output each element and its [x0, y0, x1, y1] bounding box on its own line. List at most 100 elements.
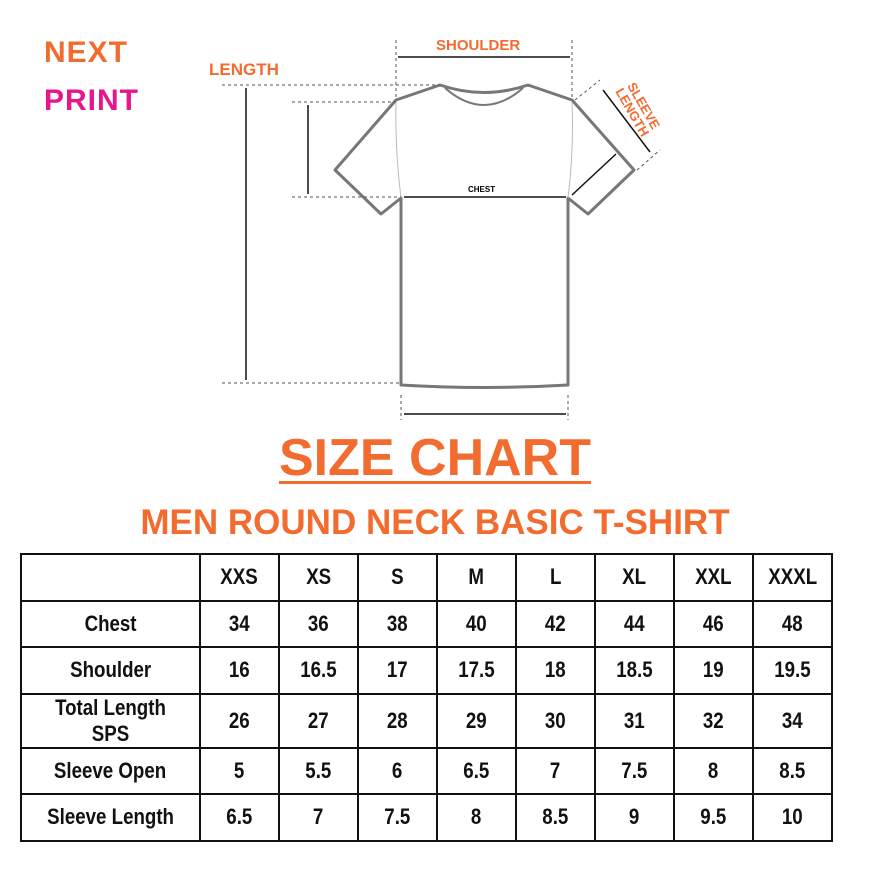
row-label: Total Length SPS — [20, 692, 201, 749]
cell-text: 46 — [703, 610, 724, 636]
cell-text: 31 — [624, 707, 645, 733]
cell-text: 48 — [782, 610, 803, 636]
table-cell: 19 — [673, 646, 754, 695]
table-cell: 34 — [752, 692, 833, 749]
length-label: LENGTH — [209, 60, 279, 79]
header-cell: S — [357, 553, 438, 602]
table-cell: 29 — [436, 692, 517, 749]
table-cell: 6.5 — [436, 746, 517, 795]
product-subtitle: MEN ROUND NECK BASIC T-SHIRT — [140, 503, 730, 542]
shoulder-label: SHOULDER — [436, 37, 521, 54]
header-cell: XXL — [673, 553, 754, 602]
table-cell: 16.5 — [278, 646, 359, 695]
table-cell: 8 — [673, 746, 754, 795]
cell-text: 8.5 — [542, 804, 569, 830]
table-cell: 38 — [357, 599, 438, 648]
cell-text: 27 — [308, 707, 329, 733]
table-cell: 5 — [199, 746, 280, 795]
row-label: Chest — [20, 599, 201, 648]
cell-text: M — [468, 564, 485, 590]
cell-text: 18 — [545, 657, 566, 683]
cell-text: 16 — [229, 657, 250, 683]
cell-text: 36 — [308, 610, 329, 636]
cell-text: XXS — [220, 564, 259, 590]
page-title: SIZE CHART — [279, 429, 591, 487]
table-cell: 44 — [594, 599, 675, 648]
table-cell: 9.5 — [673, 793, 754, 842]
cell-text: 17 — [387, 657, 408, 683]
table-cell: 7.5 — [594, 746, 675, 795]
header-cell: XXS — [199, 553, 280, 602]
cell-text: XXL — [695, 564, 732, 590]
cell-text: 17.5 — [458, 657, 495, 683]
table-cell: 18.5 — [594, 646, 675, 695]
header-cell: L — [515, 553, 596, 602]
cell-text: 44 — [624, 610, 645, 636]
cell-text: XXXL — [768, 564, 817, 590]
cell-text: 32 — [703, 707, 724, 733]
cell-text: 38 — [387, 610, 408, 636]
cell-text: 42 — [545, 610, 566, 636]
table-cell: 28 — [357, 692, 438, 749]
table-cell: 31 — [594, 692, 675, 749]
table-cell: 27 — [278, 692, 359, 749]
table-cell: 46 — [673, 599, 754, 648]
tshirt-outline — [333, 83, 636, 389]
table-cell: 9 — [594, 793, 675, 842]
cell-text: 6.5 — [463, 757, 490, 783]
logo-print: PRINT — [44, 84, 139, 117]
cell-text: XS — [306, 564, 331, 590]
table-cell: 8 — [436, 793, 517, 842]
table-cell: 17 — [357, 646, 438, 695]
table-cell: 30 — [515, 692, 596, 749]
table-cell: 7 — [278, 793, 359, 842]
cell-text: 28 — [387, 707, 408, 733]
row-label: Shoulder — [20, 646, 201, 695]
table-cell: 5.5 — [278, 746, 359, 795]
table-cell: 19.5 — [752, 646, 833, 695]
row-label: Sleeve Length — [20, 793, 201, 842]
header-cell: XXXL — [752, 553, 833, 602]
tshirt-diagram — [222, 40, 661, 420]
table-row: Chest 34 36 38 40 42 44 46 48 — [20, 599, 833, 648]
table-cell: 26 — [199, 692, 280, 749]
header-cell: XS — [278, 553, 359, 602]
cell-text: 8 — [708, 757, 719, 783]
table-cell: 7.5 — [357, 793, 438, 842]
cell-text: 8.5 — [779, 757, 806, 783]
cell-text: Sleeve Open — [54, 757, 167, 783]
cell-text: 7.5 — [621, 757, 648, 783]
table-cell: 8.5 — [752, 746, 833, 795]
table-cell: 17.5 — [436, 646, 517, 695]
table-cell: 42 — [515, 599, 596, 648]
table-cell: 16 — [199, 646, 280, 695]
cell-text: 26 — [229, 707, 250, 733]
cell-text: 30 — [545, 707, 566, 733]
cell-text: Chest — [84, 610, 137, 636]
header-cell — [20, 553, 201, 602]
cell-text: 6.5 — [226, 804, 253, 830]
cell-text: 18.5 — [616, 657, 653, 683]
cell-text: 34 — [782, 707, 803, 733]
table-cell: 6 — [357, 746, 438, 795]
cell-text: 6 — [392, 757, 403, 783]
cell-text: Sleeve Length — [47, 804, 174, 830]
cell-text: 9.5 — [700, 804, 727, 830]
table-cell: 7 — [515, 746, 596, 795]
cell-text: 10 — [782, 804, 803, 830]
table-row: Total Length SPS 26 27 28 29 30 31 32 34 — [20, 692, 833, 749]
measure-arrows — [245, 56, 651, 415]
size-table: XXS XS S M L XL XXL XXXL Chest 34 36 38 40 42 44 46 48 Sh… — [20, 553, 833, 842]
cell-text: 34 — [229, 610, 250, 636]
table-cell: 8.5 — [515, 793, 596, 842]
cell-text: 7.5 — [384, 804, 411, 830]
header-cell: XL — [594, 553, 675, 602]
table-cell: 36 — [278, 599, 359, 648]
cell-text: Total Length SPS — [55, 694, 166, 746]
table-cell: 32 — [673, 692, 754, 749]
cell-text: 19 — [703, 657, 724, 683]
cell-text: 16.5 — [300, 657, 337, 683]
table-cell: 34 — [199, 599, 280, 648]
chest-label: CHEST — [468, 185, 496, 194]
cell-text: 40 — [466, 610, 487, 636]
